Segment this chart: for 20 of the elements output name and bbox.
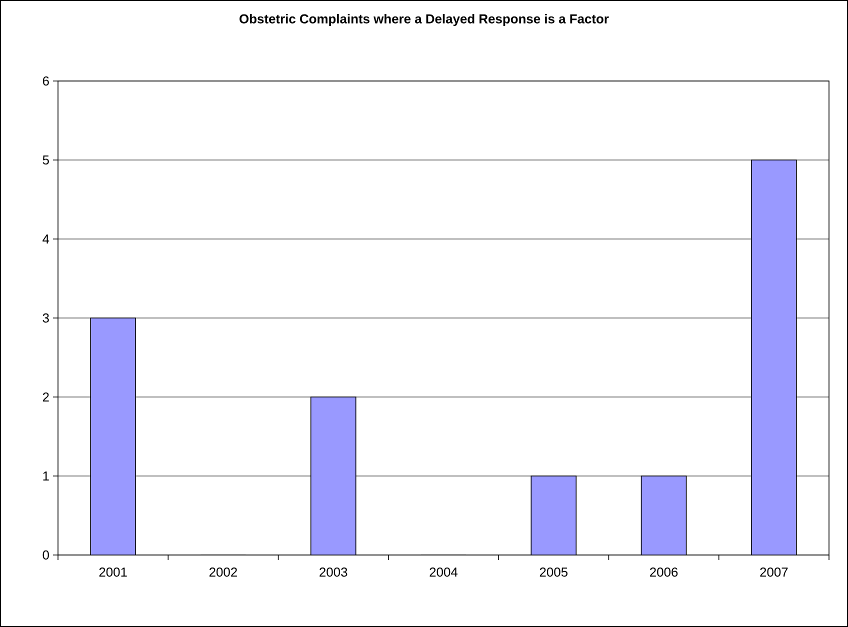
- x-tick-label: 2003: [320, 568, 348, 577]
- y-tick-label: 2: [42, 392, 49, 402]
- bar: [640, 476, 687, 555]
- bar: [751, 160, 797, 555]
- y-tick-label: 4: [42, 234, 50, 244]
- x-tick-label: 2005: [540, 568, 568, 577]
- chart-title: Obstetric Complaints where a Delayed Response is a Factor: [240, 14, 609, 26]
- y-tick-label: 5: [42, 155, 49, 165]
- x-tick-label: 2002: [209, 568, 237, 577]
- y-tick-label: 6: [42, 76, 49, 86]
- bar: [90, 318, 136, 555]
- bar: [530, 476, 577, 555]
- x-tick-label: 2004: [430, 568, 458, 577]
- bar: [310, 396, 356, 555]
- y-tick-label: 0: [42, 550, 49, 560]
- x-tick-label: 2006: [650, 568, 678, 577]
- x-tick-label: 2007: [760, 568, 788, 577]
- x-tick-label: 2001: [99, 568, 127, 577]
- y-tick-label: 1: [43, 472, 49, 480]
- y-tick-label: 3: [42, 313, 49, 323]
